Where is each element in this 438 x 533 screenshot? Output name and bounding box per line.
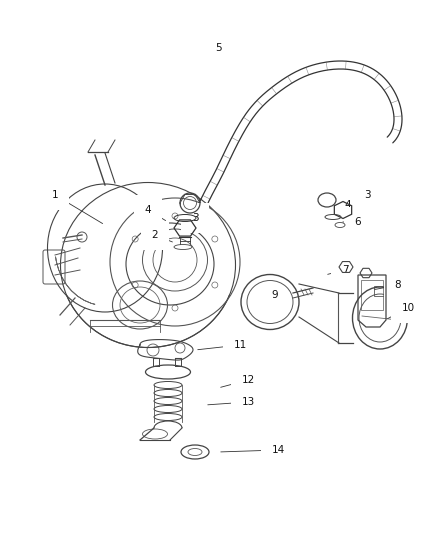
Text: 2: 2	[152, 230, 158, 240]
Text: 3: 3	[192, 213, 198, 223]
Text: 12: 12	[241, 375, 254, 385]
Text: 10: 10	[402, 303, 414, 313]
Text: 7: 7	[342, 265, 348, 275]
Text: 8: 8	[395, 280, 401, 290]
Text: 6: 6	[355, 217, 361, 227]
Text: 4: 4	[345, 200, 351, 210]
Text: 5: 5	[215, 43, 221, 53]
Text: 3: 3	[364, 190, 370, 200]
Text: 4: 4	[145, 205, 151, 215]
Text: 11: 11	[233, 340, 247, 350]
Text: 1: 1	[52, 190, 58, 200]
Text: 9: 9	[272, 290, 278, 300]
Text: 14: 14	[272, 445, 285, 455]
Text: 13: 13	[241, 397, 254, 407]
